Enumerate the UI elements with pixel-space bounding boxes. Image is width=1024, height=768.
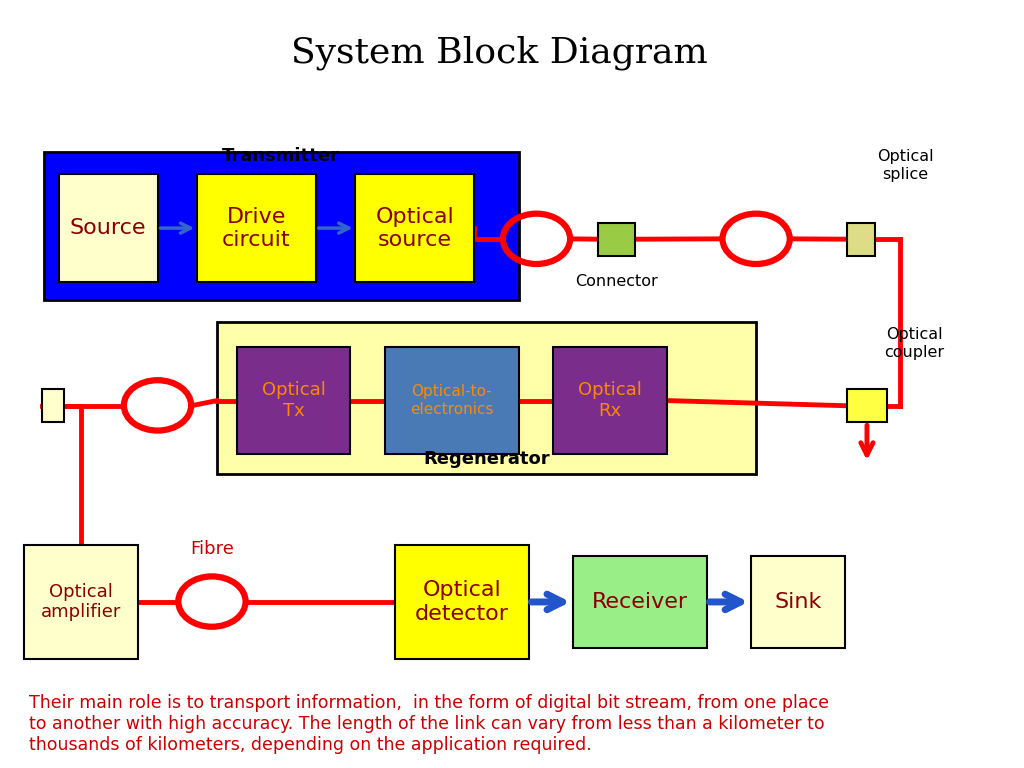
Text: Optical
detector: Optical detector (415, 581, 509, 624)
FancyBboxPatch shape (847, 223, 874, 256)
Text: System Block Diagram: System Block Diagram (291, 35, 708, 70)
Text: Optical
coupler: Optical coupler (885, 327, 944, 359)
FancyBboxPatch shape (44, 152, 519, 300)
FancyBboxPatch shape (24, 545, 138, 659)
FancyBboxPatch shape (217, 323, 756, 475)
Text: Their main role is to transport information,  in the form of digital bit stream,: Their main role is to transport informat… (29, 694, 828, 753)
Text: Connector: Connector (575, 274, 658, 290)
FancyBboxPatch shape (847, 389, 887, 422)
Text: Optical
source: Optical source (376, 207, 455, 250)
Text: Optical
amplifier: Optical amplifier (41, 583, 121, 621)
Text: Optical
Rx: Optical Rx (579, 381, 642, 420)
FancyBboxPatch shape (573, 556, 707, 648)
FancyBboxPatch shape (237, 347, 350, 454)
FancyBboxPatch shape (58, 174, 158, 282)
FancyBboxPatch shape (598, 223, 636, 256)
Text: Regenerator: Regenerator (424, 450, 550, 468)
Text: Receiver: Receiver (592, 592, 688, 612)
Text: Sink: Sink (774, 592, 822, 612)
FancyBboxPatch shape (395, 545, 528, 659)
FancyBboxPatch shape (752, 556, 845, 648)
Text: Fibre: Fibre (190, 540, 233, 558)
FancyBboxPatch shape (355, 174, 474, 282)
Text: Optical
Tx: Optical Tx (262, 381, 326, 420)
FancyBboxPatch shape (197, 174, 315, 282)
Text: Optical-to-
electronics: Optical-to- electronics (411, 385, 494, 417)
FancyBboxPatch shape (553, 347, 667, 454)
Text: Transmitter: Transmitter (222, 147, 340, 165)
Text: Optical
splice: Optical splice (878, 150, 934, 182)
FancyBboxPatch shape (385, 347, 519, 454)
Text: Drive
circuit: Drive circuit (222, 207, 291, 250)
Text: Source: Source (70, 218, 146, 238)
FancyBboxPatch shape (42, 389, 63, 422)
